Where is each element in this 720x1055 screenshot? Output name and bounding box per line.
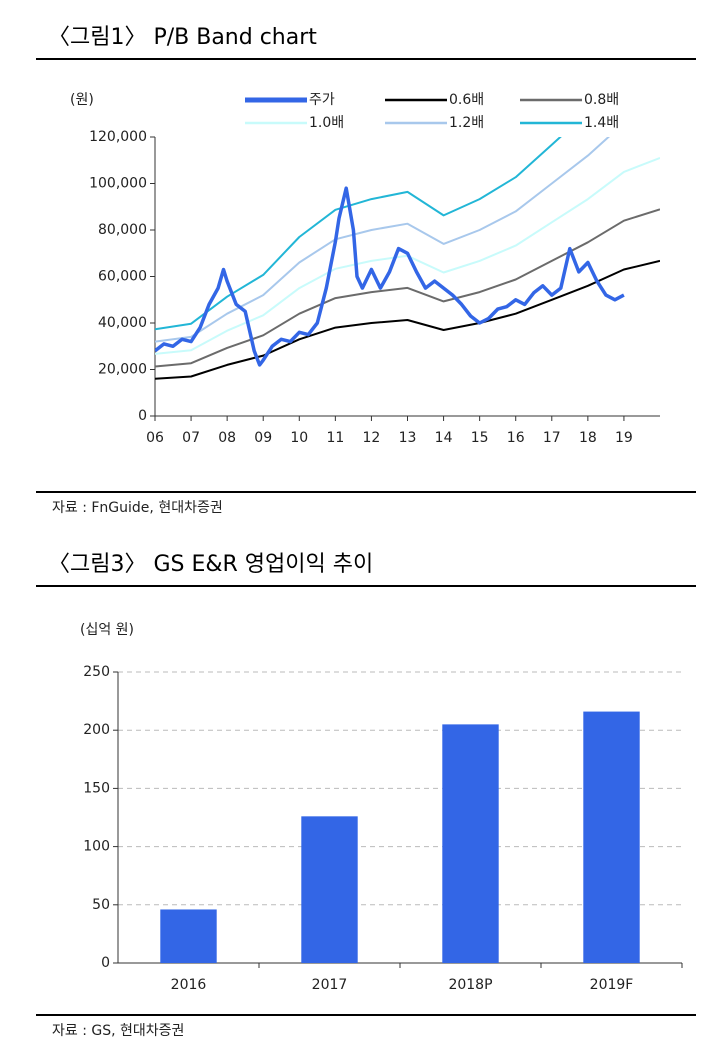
x-tick-label: 18 [579, 430, 597, 446]
x-tick-label: 2018P [448, 977, 492, 993]
series-line [155, 137, 562, 331]
figure-title: 〈그림3〉 GS E&R 영업이익 추이 [48, 552, 373, 577]
y-axis-label: (십억 원) [80, 622, 134, 638]
bar [583, 711, 640, 963]
bar [301, 816, 358, 963]
source: 자료 : GS, 현대차증권 [52, 1023, 184, 1039]
y-tick-label: 0 [138, 408, 147, 424]
x-tick-label: 2019F [590, 977, 634, 993]
x-tick-label: 2016 [171, 977, 207, 993]
series-line [155, 259, 660, 380]
y-tick-label: 60,000 [98, 269, 147, 285]
y-tick-label: 120,000 [89, 129, 147, 145]
series-line [155, 137, 610, 343]
figure-title: 〈그림1〉 P/B Band chart [48, 25, 317, 50]
x-tick-label: 07 [182, 430, 200, 446]
y-tick-label: 50 [92, 897, 110, 913]
x-tick-label: 16 [507, 430, 525, 446]
x-tick-label: 15 [471, 430, 489, 446]
legend-label: 주가 [309, 92, 335, 108]
x-tick-label: 10 [290, 430, 308, 446]
series-line [155, 208, 660, 368]
y-tick-label: 250 [83, 664, 110, 680]
x-tick-label: 14 [435, 430, 453, 446]
y-tick-label: 80,000 [98, 222, 147, 238]
x-tick-label: 11 [326, 430, 344, 446]
y-tick-label: 100 [83, 839, 110, 855]
y-tick-label: 20,000 [98, 362, 147, 378]
y-tick-label: 0 [101, 955, 110, 971]
series-line [155, 186, 625, 367]
y-tick-label: 150 [83, 780, 110, 796]
legend-label: 1.0배 [309, 115, 344, 131]
source: 자료 : FnGuide, 현대차증권 [52, 500, 223, 516]
y-axis-label: (원) [70, 92, 94, 108]
x-tick-label: 06 [146, 430, 164, 446]
y-tick-label: 40,000 [98, 315, 147, 331]
x-tick-label: 2017 [312, 977, 348, 993]
y-tick-label: 100,000 [89, 176, 147, 192]
legend-label: 0.6배 [449, 92, 484, 108]
x-tick-label: 17 [543, 430, 561, 446]
x-tick-label: 12 [363, 430, 381, 446]
legend-label: 1.4배 [584, 115, 619, 131]
y-tick-label: 200 [83, 722, 110, 738]
legend-label: 0.8배 [584, 92, 619, 108]
legend-label: 1.2배 [449, 115, 484, 131]
x-tick-label: 09 [254, 430, 272, 446]
x-tick-label: 19 [615, 430, 633, 446]
bar [442, 724, 499, 963]
plot-area [155, 137, 660, 380]
x-tick-label: 08 [218, 430, 236, 446]
bar [160, 909, 217, 963]
x-tick-label: 13 [399, 430, 417, 446]
